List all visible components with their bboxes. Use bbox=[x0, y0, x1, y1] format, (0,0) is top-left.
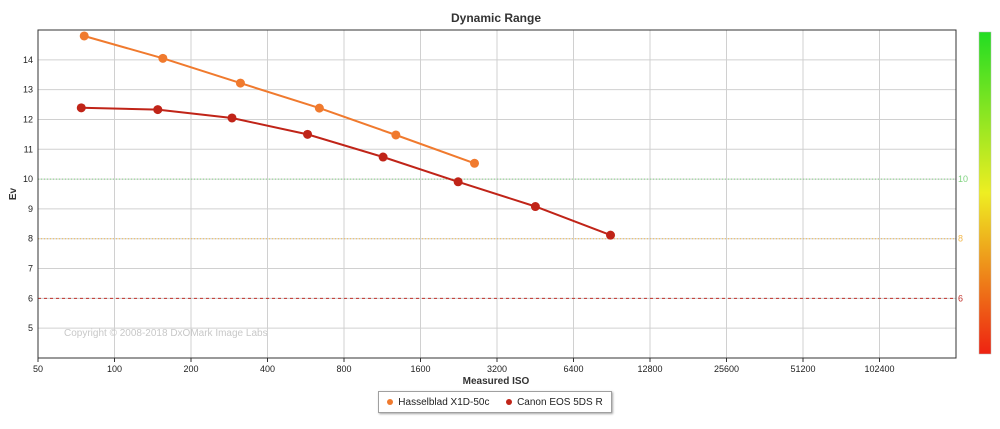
y-tick-label: 6 bbox=[28, 293, 33, 303]
data-point-series-2 bbox=[303, 129, 313, 139]
y-tick-label: 12 bbox=[23, 114, 33, 124]
y-tick-label: 13 bbox=[23, 85, 33, 95]
data-point-series-2 bbox=[606, 230, 616, 240]
x-tick-label: 50 bbox=[33, 364, 43, 374]
y-tick-label: 14 bbox=[23, 55, 33, 65]
data-series bbox=[76, 31, 616, 240]
reference-line-label: 8 bbox=[958, 234, 963, 244]
x-tick-label: 102400 bbox=[864, 364, 894, 374]
legend-marker-1 bbox=[387, 399, 394, 405]
y-axis-label: Ev bbox=[8, 187, 19, 200]
data-point-series-1 bbox=[158, 53, 168, 63]
x-tick-label: 51200 bbox=[790, 364, 815, 374]
x-tick-label: 800 bbox=[336, 364, 351, 374]
x-tick-label: 3200 bbox=[487, 364, 507, 374]
x-tick-label: 100 bbox=[107, 364, 122, 374]
data-point-series-1 bbox=[314, 103, 324, 113]
reference-line-label: 10 bbox=[958, 174, 968, 184]
legend-label-1: Hasselblad X1D-50c bbox=[398, 396, 490, 408]
legend-item-series-1[interactable]: Hasselblad X1D-50c bbox=[387, 397, 489, 408]
reference-lines: 10 8 6 bbox=[38, 174, 968, 303]
data-point-series-2 bbox=[378, 152, 388, 162]
x-tick-label: 12800 bbox=[637, 364, 662, 374]
x-axis-ticks: 50 100 200 400 800 1600 3200 6400 12800 25600 5120… bbox=[33, 358, 895, 374]
y-tick-label: 8 bbox=[28, 234, 33, 244]
x-tick-label: 1600 bbox=[410, 364, 430, 374]
y-tick-label: 11 bbox=[24, 144, 33, 154]
y-tick-label: 7 bbox=[28, 264, 33, 274]
data-point-series-2 bbox=[530, 202, 540, 212]
y-tick-label: 5 bbox=[28, 323, 33, 333]
x-tick-label: 400 bbox=[260, 364, 275, 374]
x-tick-label: 25600 bbox=[714, 364, 739, 374]
x-axis-label: Measured ISO bbox=[463, 376, 530, 387]
data-point-series-2 bbox=[453, 177, 463, 187]
data-point-series-1 bbox=[391, 130, 401, 140]
reference-line-label: 6 bbox=[958, 293, 963, 303]
legend-marker-2 bbox=[506, 399, 513, 405]
copyright-watermark: Copyright © 2008-2018 DxOMark Image Labs bbox=[64, 328, 268, 339]
x-tick-label: 200 bbox=[183, 364, 198, 374]
series-line-2 bbox=[81, 106, 611, 237]
data-point-series-2 bbox=[76, 103, 86, 113]
legend-item-series-2[interactable]: Canon EOS 5DS R bbox=[506, 397, 603, 408]
chart-title: Dynamic Range bbox=[451, 11, 541, 25]
data-point-series-1 bbox=[470, 158, 480, 168]
legend-label-2: Canon EOS 5DS R bbox=[517, 396, 603, 408]
color-scale-bar bbox=[978, 31, 992, 355]
chart-legend: Hasselblad X1D-50c Canon EOS 5DS R bbox=[378, 391, 612, 413]
y-axis-ticks: 5 6 7 8 9 10 11 12 13 14 bbox=[23, 55, 33, 333]
y-tick-label: 10 bbox=[23, 174, 33, 184]
data-point-series-1 bbox=[235, 78, 245, 88]
data-point-series-2 bbox=[153, 105, 163, 115]
data-point-series-2 bbox=[227, 113, 237, 123]
series-line-1 bbox=[83, 35, 475, 165]
y-tick-label: 9 bbox=[28, 204, 33, 214]
data-point-series-1 bbox=[79, 31, 89, 41]
x-tick-label: 6400 bbox=[563, 364, 583, 374]
